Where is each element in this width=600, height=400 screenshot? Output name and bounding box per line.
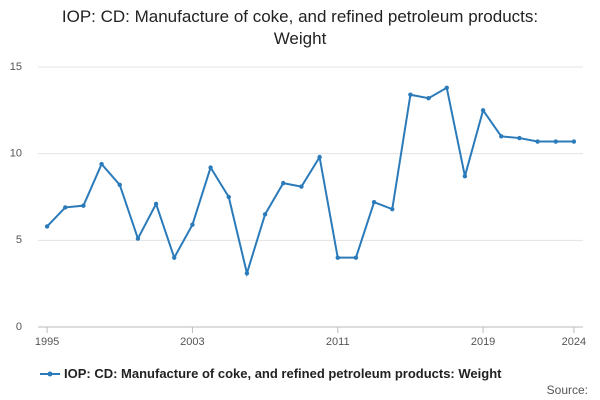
y-tick-label: 0 xyxy=(16,321,22,333)
data-point xyxy=(535,139,540,144)
data-point xyxy=(172,255,177,260)
data-point xyxy=(44,224,50,229)
data-point xyxy=(81,203,86,208)
data-point xyxy=(281,180,286,186)
x-tick-label: 2011 xyxy=(326,336,350,348)
x-tick-label: 2024 xyxy=(562,336,586,348)
data-point xyxy=(262,212,268,217)
data-point xyxy=(208,165,213,170)
legend: IOP: CD: Manufacture of coke, and refine… xyxy=(40,366,501,381)
series-line xyxy=(46,86,574,278)
data-point xyxy=(426,96,431,101)
x-tick-label: 2019 xyxy=(471,336,495,348)
legend-swatch xyxy=(40,371,60,376)
data-point xyxy=(553,139,558,144)
y-tick-label: 5 xyxy=(16,234,22,246)
data-point xyxy=(135,236,141,241)
data-point xyxy=(335,255,340,260)
data-point xyxy=(517,135,522,141)
x-tick-label: 1995 xyxy=(35,336,59,348)
data-point xyxy=(353,255,359,260)
data-point xyxy=(571,139,577,144)
data-point xyxy=(408,92,413,97)
data-point xyxy=(371,200,377,205)
chart-title: IOP: CD: Manufacture of coke, and refine… xyxy=(61,7,539,48)
y-tick-label: 15 xyxy=(10,61,22,73)
data-point xyxy=(190,222,195,227)
y-tick-label: 10 xyxy=(10,148,22,160)
data-point xyxy=(99,161,104,167)
x-tick-label: 2003 xyxy=(180,336,204,348)
data-point xyxy=(390,206,395,212)
data-point xyxy=(153,201,159,207)
data-point xyxy=(226,194,231,200)
data-point xyxy=(299,184,304,189)
data-point xyxy=(444,85,449,91)
data-point xyxy=(117,182,122,188)
data-point xyxy=(499,134,504,139)
data-point xyxy=(244,271,250,276)
data-point xyxy=(480,108,486,113)
data-point xyxy=(63,205,68,210)
legend-label: IOP: CD: Manufacture of coke, and refine… xyxy=(64,366,502,381)
data-point xyxy=(317,154,322,160)
source: Source: xyxy=(546,383,588,397)
data-point xyxy=(462,174,468,179)
